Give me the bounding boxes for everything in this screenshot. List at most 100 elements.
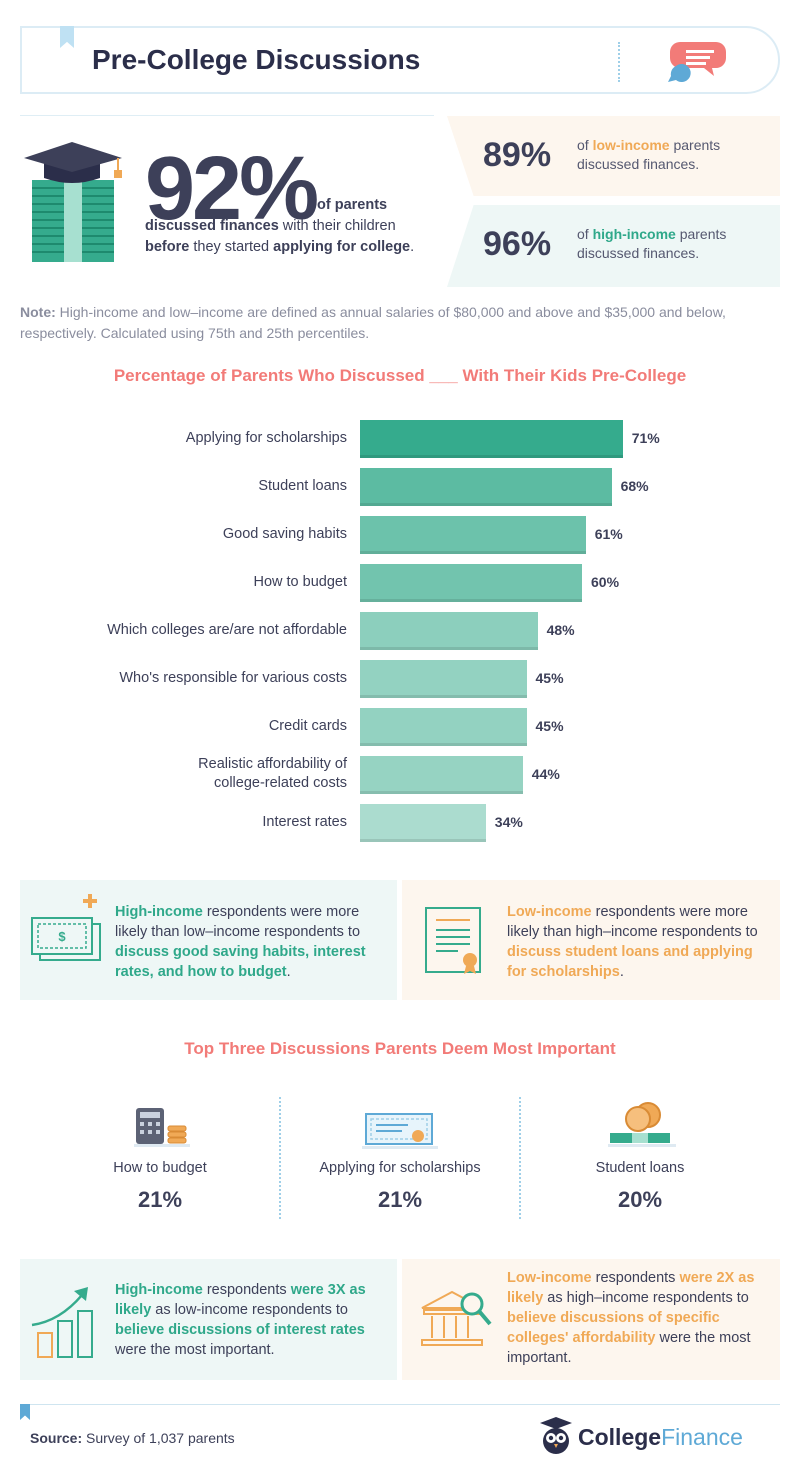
bar-category-line: Realistic affordability of: [198, 756, 347, 772]
header-banner: [20, 26, 780, 94]
high-income-label: High-income: [115, 904, 203, 920]
hero-desc-part: with their children: [278, 218, 396, 234]
bar-category-line: Who's responsible for various costs: [119, 669, 347, 686]
bar: [360, 612, 538, 650]
bar-value-label: 68%: [620, 478, 649, 494]
certificate-icon: [425, 907, 481, 974]
bar-category-label: Applying for scholarships: [17, 429, 347, 448]
low-income-label: low-income: [592, 137, 670, 153]
svg-text:$: $: [58, 929, 66, 944]
top-item-label: How to budget: [113, 1160, 207, 1176]
low-income-stat-box: [447, 116, 780, 196]
stat-text-part: parents: [675, 226, 727, 242]
bar: [360, 804, 486, 842]
bar: [360, 468, 612, 506]
stat-text-part: parents: [669, 137, 721, 153]
insight-highlight: were 3X as likely: [115, 1282, 366, 1318]
header-divider: [618, 42, 620, 82]
bar-value-label: 34%: [494, 814, 523, 830]
bar: [360, 660, 527, 698]
bar-category-label: Student loans: [17, 477, 347, 496]
low-income-importance-text: Low-income respondents were 2X as likely…: [507, 1268, 773, 1368]
insight-text-part: .: [619, 964, 624, 980]
bar-category-label: How to budget: [17, 573, 347, 592]
growth-chart-icon: [31, 1287, 93, 1358]
column-divider: [279, 1097, 281, 1219]
high-income-insight-text: High-income respondents were more likely…: [115, 902, 385, 982]
note-label: Note:: [20, 304, 56, 320]
stat-text-part: of: [577, 137, 593, 153]
bar-value-label: 60%: [591, 574, 620, 590]
high-income-importance-text: High-income respondents were 3X as likel…: [115, 1280, 383, 1360]
bar-category-line: Interest rates: [262, 813, 347, 830]
high-income-label: high-income: [592, 226, 676, 242]
graduation-cap-icon: [24, 142, 122, 262]
hero-desc-part: discussed finances: [145, 218, 279, 234]
bar: [360, 420, 623, 458]
bar-category-line: Which colleges are/are not affordable: [107, 621, 347, 638]
column-divider: [519, 1097, 521, 1219]
low-income-label: Low-income: [507, 1270, 592, 1286]
brand-part: College: [578, 1424, 662, 1450]
scholarship-certificate-icon: [362, 1113, 438, 1149]
bar-category-label: Credit cards: [17, 717, 347, 736]
footer-divider: [20, 1404, 780, 1405]
stat-text-part: discussed finances.: [577, 245, 700, 261]
high-income-percent: 96%: [483, 225, 552, 263]
chat-bubbles-icon: [668, 42, 726, 82]
bar-category-line: Good saving habits: [222, 525, 347, 542]
high-income-stat-box: [447, 205, 780, 287]
stat-text-part: of: [577, 226, 593, 242]
low-income-importance-box: [402, 1259, 780, 1380]
insight-highlight: discuss good saving habits, interest rat…: [115, 944, 366, 980]
bar-category-label: Interest rates: [17, 813, 347, 832]
insight-highlight: were 2X as likely: [507, 1270, 755, 1306]
bookmark-tab-icon: [20, 1404, 30, 1420]
bar-value-label: 45%: [535, 718, 564, 734]
note-body: High-income and low–income are defined a…: [20, 304, 726, 341]
top-item-label: Student loans: [595, 1160, 685, 1176]
bar-category-line: Credit cards: [268, 717, 347, 734]
high-income-importance-box: [20, 1259, 397, 1380]
insight-highlight: discuss student loans and applying for s…: [507, 944, 753, 980]
owl-logo-icon: [540, 1417, 572, 1454]
low-income-label: Low-income: [507, 904, 592, 920]
insight-text-part: respondents: [202, 1282, 291, 1298]
insight-text-part: were the most important.: [507, 1330, 751, 1366]
high-income-label: High-income: [115, 1282, 203, 1298]
bar-category-line: Applying for scholarships: [185, 429, 347, 446]
hero-description: of parents discussed finances with their…: [145, 195, 445, 258]
hero-desc-part: before: [145, 239, 190, 255]
bar-value-label: 48%: [546, 622, 575, 638]
low-income-text: of low-income parents discussed finances…: [577, 136, 777, 174]
brand-part: Finance: [661, 1424, 743, 1450]
bar-category-line: Student loans: [258, 477, 347, 494]
bank-search-icon: [421, 1290, 492, 1346]
hero-desc-part: .: [410, 239, 415, 255]
bar-category-label: Who's responsible for various costs: [17, 669, 347, 688]
coins-cash-icon: [608, 1102, 676, 1147]
bar-value-label: 45%: [535, 670, 564, 686]
source-body: Survey of 1,037 parents: [82, 1430, 235, 1446]
bar-value-label: 71%: [631, 430, 660, 446]
hero-desc-part: they started: [189, 239, 274, 255]
high-income-text: of high-income parents discussed finance…: [577, 225, 777, 263]
top-three-title: Top Three Discussions Parents Deem Most …: [184, 1039, 616, 1058]
hero-desc-part: of parents: [317, 197, 388, 213]
insight-text-part: .: [286, 964, 291, 980]
bar-category-line: college-related costs: [214, 775, 347, 791]
insight-text-part: as low-income respondents to: [151, 1302, 348, 1318]
insight-text-part: respondents: [591, 1270, 680, 1286]
stat-text-part: discussed finances.: [577, 156, 700, 172]
top-item-percent: 21%: [377, 1187, 423, 1212]
section-divider: [20, 115, 434, 116]
source-text: Source: Survey of 1,037 parents: [30, 1430, 235, 1446]
bar-category-label: Good saving habits: [17, 525, 347, 544]
top-item-label: Applying for scholarships: [319, 1160, 481, 1176]
brand-logo: CollegeFinance: [578, 1424, 743, 1451]
bar-value-label: 61%: [594, 526, 623, 542]
bar-category-label: Which colleges are/are not affordable: [17, 621, 347, 640]
bar: [360, 756, 523, 794]
insight-highlight: believe discussions of specific colleges…: [507, 1310, 720, 1346]
top-item-percent: 20%: [617, 1187, 663, 1212]
